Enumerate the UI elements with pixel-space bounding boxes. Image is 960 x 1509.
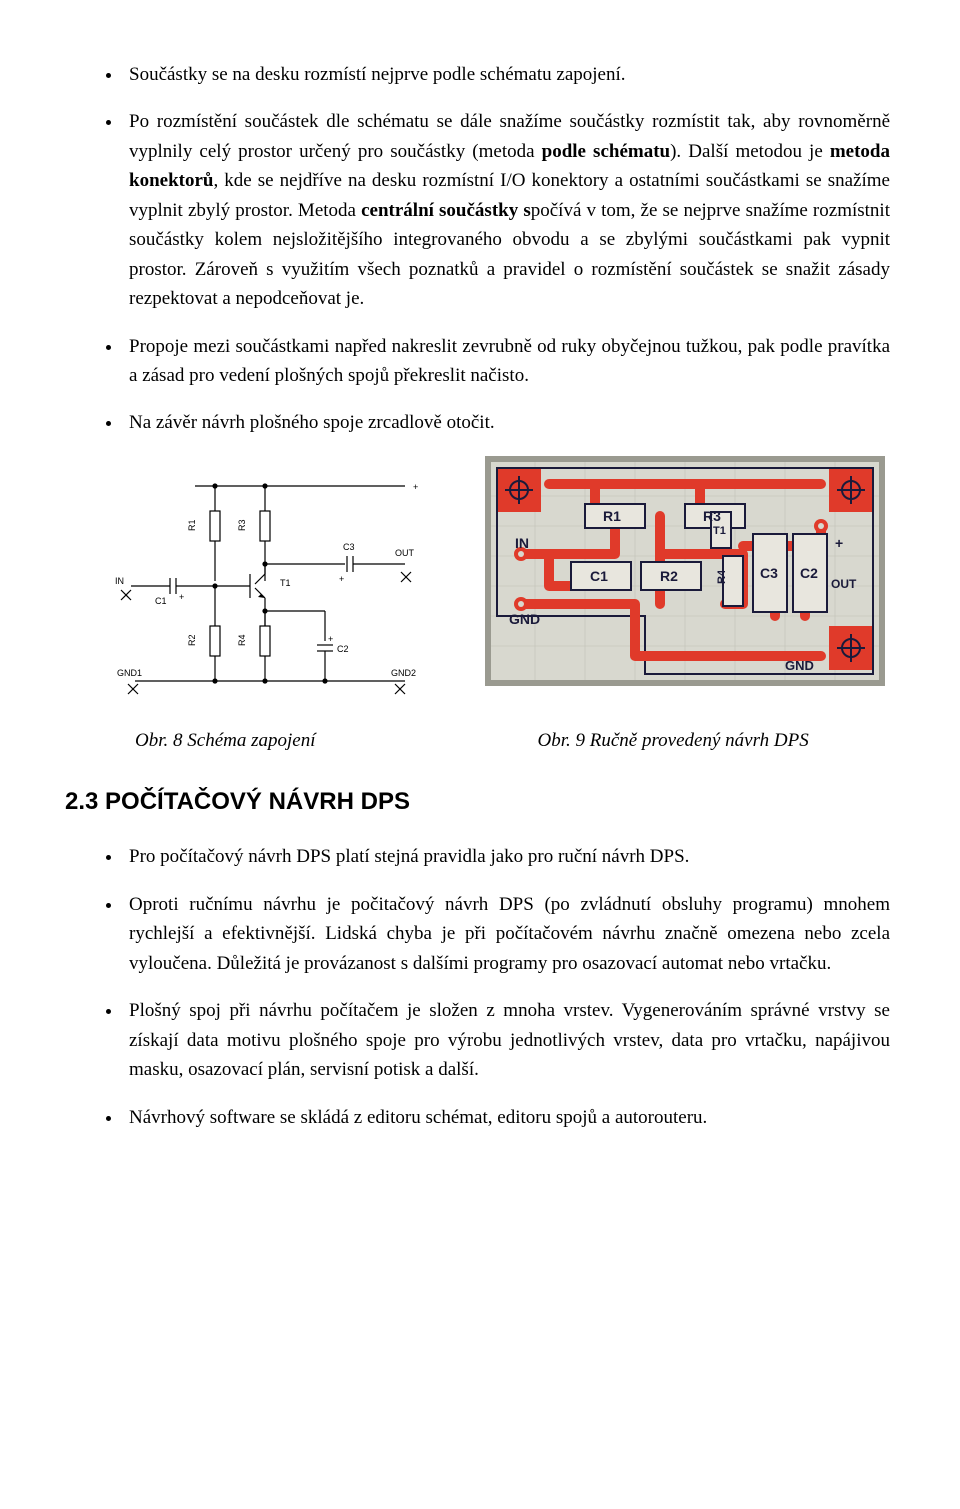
section-heading: 2.3 POČÍTAČOVÝ NÁVRH DPS [65,783,890,820]
label-c2: C2 [337,644,349,654]
pcb-r2: R2 [660,568,678,584]
label-c1: C1 [155,596,167,606]
pcb-in: IN [515,535,529,551]
pcb-r1: R1 [603,508,621,524]
svg-text:+: + [179,592,184,602]
label-r4: R4 [237,634,247,646]
pcb-c3: C3 [760,565,778,581]
schematic-svg: + R1 R3 C3 + [95,456,455,716]
label-c3: C3 [343,542,355,552]
caption-row: Obr. 8 Schéma zapojení Obr. 9 Ručně prov… [95,726,890,755]
pcb-gnd: GND [509,611,540,627]
pcb-c1: C1 [590,568,608,584]
pcb-r4: R4 [716,569,728,584]
bottom-bullet-list: Pro počítačový návrh DPS platí stejná pr… [95,842,890,1132]
label-r2: R2 [187,634,197,646]
svg-text:+: + [328,634,333,644]
label-out: OUT [395,548,415,558]
svg-text:+: + [339,574,344,584]
caption-right: Obr. 9 Ručně provedený návrh DPS [518,726,891,755]
caption-left: Obr. 8 Schéma zapojení [95,726,488,755]
label-plus: + [413,482,418,492]
label-gnd2: GND2 [391,668,416,678]
pcb-c2: C2 [800,565,818,581]
figure-row: + R1 R3 C3 + [95,456,890,716]
pcb-t1: T1 [713,525,726,537]
label-gnd1: GND1 [117,668,142,678]
pcb-out: OUT [831,577,857,591]
bullet-2: Po rozmístění součástek dle schématu se … [123,107,890,313]
pcb-plus: + [835,535,843,551]
pcb-figure: R1 R3 C1 R2 T1 R4 C3 C2 IN GND + OUT GND [485,456,885,686]
schematic-figure: + R1 R3 C3 + [95,456,455,716]
bullet-b1: Pro počítačový návrh DPS platí stejná pr… [123,842,890,871]
bullet-4: Na závěr návrh plošného spoje zrcadlově … [123,408,890,437]
pcb-gnd2: GND [785,658,814,673]
pcb-svg: R1 R3 C1 R2 T1 R4 C3 C2 IN GND + OUT GND [485,456,885,686]
label-r3: R3 [237,519,247,531]
top-bullet-list: Součástky se na desku rozmístí nejprve p… [95,60,890,438]
bullet-b4: Návrhový software se skládá z editoru sc… [123,1103,890,1132]
bullet-3: Propoje mezi součástkami napřed nakresli… [123,332,890,391]
bullet-b2: Oproti ručnímu návrhu je počitačový návr… [123,890,890,978]
bullet-b3: Plošný spoj při návrhu počítačem je slož… [123,996,890,1084]
label-in: IN [115,576,124,586]
label-t1: T1 [280,578,291,588]
pcb-r3: R3 [703,508,721,524]
label-r1: R1 [187,519,197,531]
bullet-1: Součástky se na desku rozmístí nejprve p… [123,60,890,89]
